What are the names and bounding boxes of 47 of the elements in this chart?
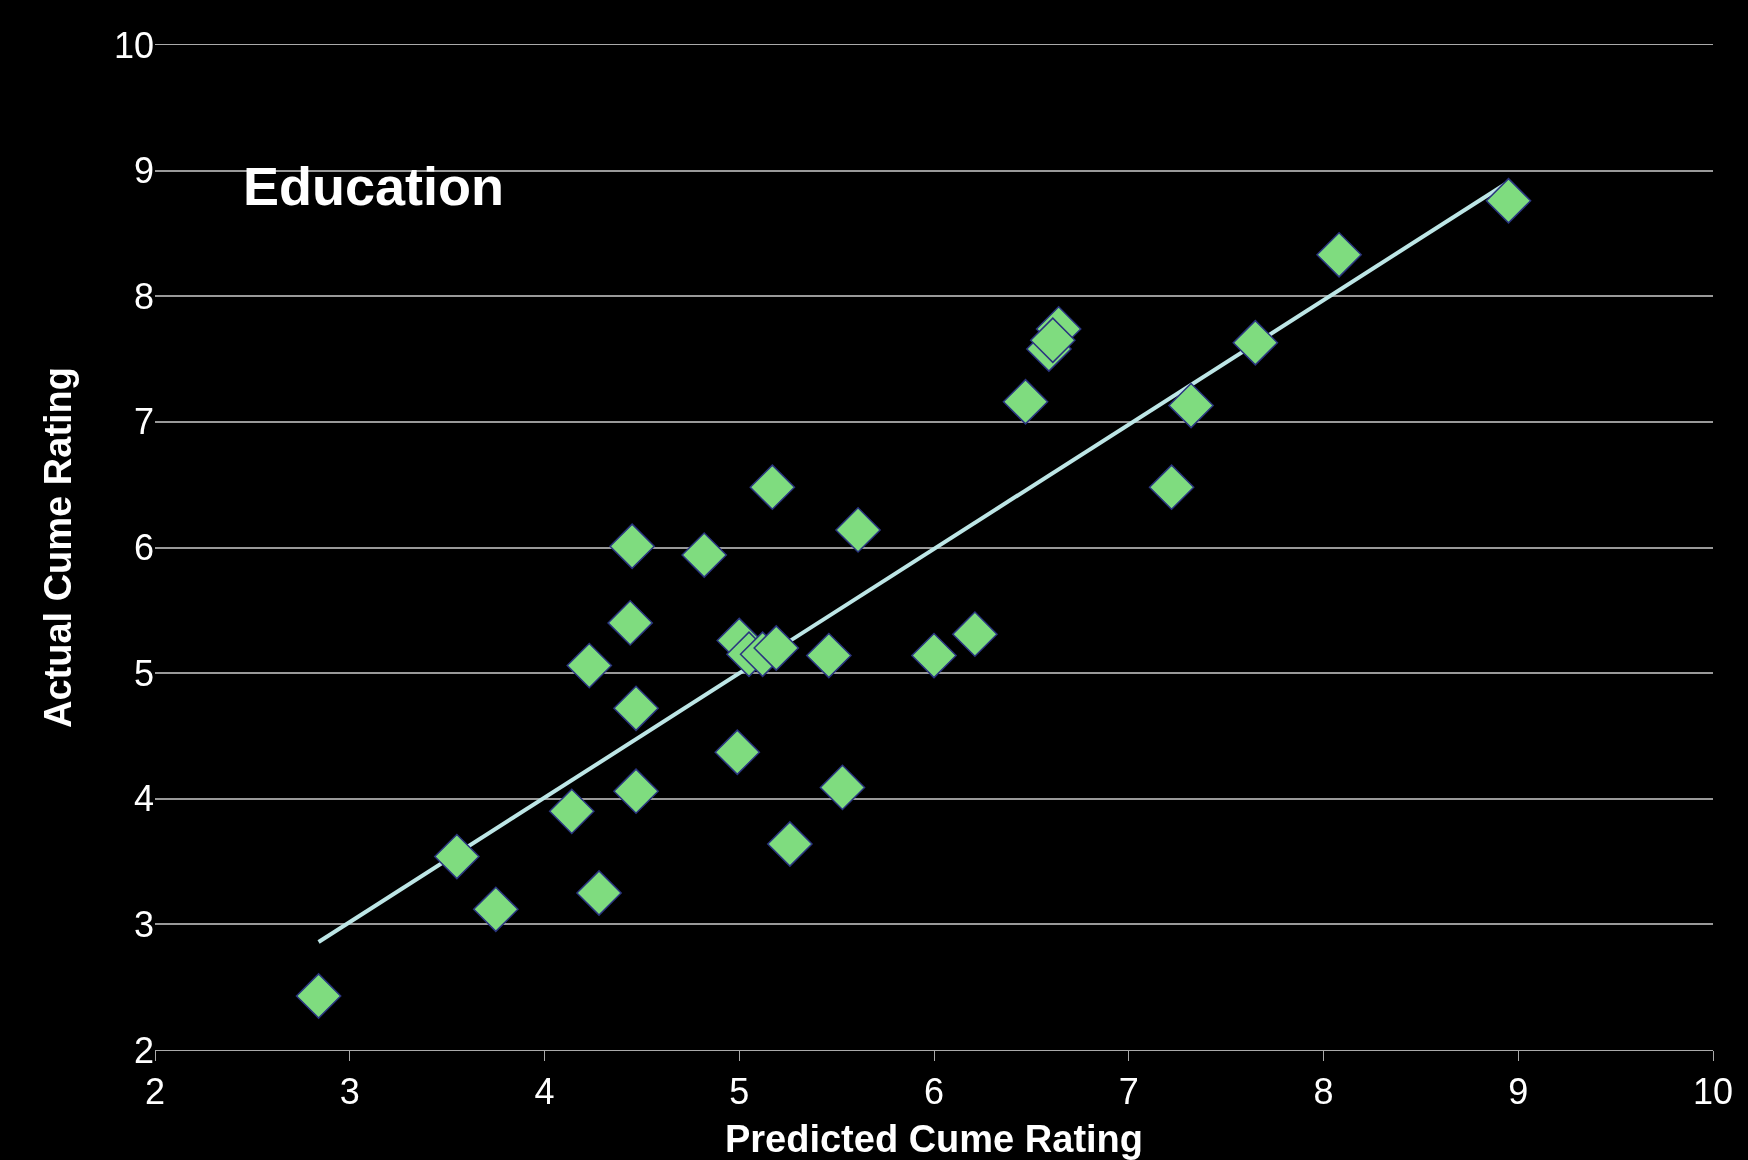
- y-axis-title: Actual Cume Rating: [37, 366, 80, 729]
- point: [1316, 231, 1362, 278]
- point: [911, 632, 957, 679]
- point: [805, 632, 852, 679]
- point: [576, 870, 622, 916]
- point: [613, 768, 659, 815]
- point: [1148, 464, 1195, 511]
- point: [1029, 317, 1076, 364]
- point: [1232, 319, 1279, 366]
- annotation: Education: [243, 156, 505, 216]
- point: [714, 729, 761, 776]
- y-tick-label: 8: [133, 275, 154, 317]
- point: [835, 507, 881, 553]
- y-tick-label: 6: [133, 527, 154, 569]
- x-tick-label: 10: [1692, 1071, 1734, 1113]
- point: [819, 764, 866, 811]
- point: [613, 685, 659, 732]
- x-tick-label: 7: [1118, 1071, 1139, 1113]
- point: [548, 788, 595, 835]
- y-tick-label: 3: [133, 903, 154, 945]
- point: [472, 886, 519, 933]
- y-tick-label: 2: [133, 1029, 154, 1071]
- point: [1485, 177, 1532, 224]
- x-tick-label: 3: [339, 1071, 360, 1113]
- x-tick-label: 8: [1313, 1071, 1334, 1113]
- y-tick-label: 7: [133, 401, 154, 443]
- y-tick-label: 10: [113, 24, 154, 66]
- x-tick-label: 6: [923, 1071, 945, 1113]
- point: [434, 833, 480, 880]
- point: [749, 464, 796, 511]
- x-tick-label: 9: [1508, 1071, 1529, 1113]
- point: [607, 600, 654, 646]
- y-tick-label: 4: [133, 778, 154, 820]
- y-tick-label: 9: [133, 150, 154, 192]
- x-tick-label: 4: [534, 1071, 555, 1113]
- x-tick-label: 5: [729, 1071, 750, 1113]
- point: [1002, 378, 1049, 425]
- point: [753, 625, 800, 671]
- point: [1168, 382, 1214, 429]
- point: [952, 611, 998, 658]
- x-axis-title: Predicted Cume Rating: [724, 1118, 1144, 1160]
- point: [681, 532, 728, 578]
- y-tick-label: 5: [133, 652, 154, 694]
- point: [295, 973, 342, 1019]
- point: [767, 821, 813, 867]
- point: [609, 523, 655, 570]
- point: [566, 642, 613, 689]
